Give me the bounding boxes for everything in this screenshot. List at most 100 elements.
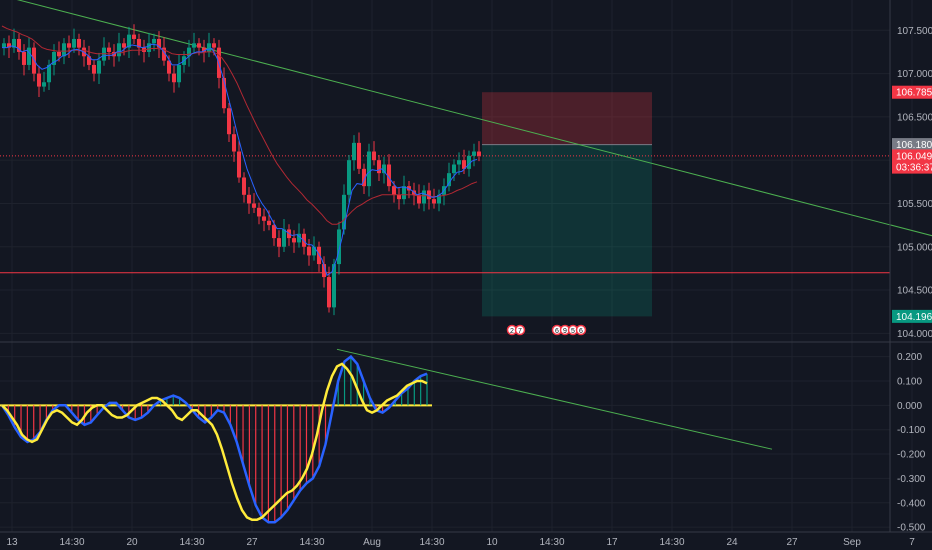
candle-up[interactable] <box>127 34 131 48</box>
candle-up[interactable] <box>47 64 51 83</box>
candle-down[interactable] <box>397 194 401 200</box>
candle-up[interactable] <box>207 43 211 52</box>
candle-up[interactable] <box>367 151 371 187</box>
candle-up[interactable] <box>27 47 31 65</box>
candle-up[interactable] <box>192 43 196 48</box>
candle-down[interactable] <box>247 194 251 204</box>
candle-down[interactable] <box>427 190 431 200</box>
candle-up[interactable] <box>452 164 456 174</box>
price-tag[interactable]: 03:36:37 <box>892 160 932 174</box>
candle-up[interactable] <box>352 142 356 161</box>
candle-down[interactable] <box>222 77 226 109</box>
candle-down[interactable] <box>362 168 366 187</box>
candle-down[interactable] <box>272 225 276 239</box>
candle-down[interactable] <box>262 216 266 221</box>
candle-up[interactable] <box>2 43 6 48</box>
position-stop-zone[interactable] <box>482 92 652 145</box>
candle-down[interactable] <box>67 43 71 48</box>
candle-up[interactable] <box>457 160 461 165</box>
ema-slow-line[interactable] <box>1 25 478 225</box>
candle-down[interactable] <box>237 151 241 178</box>
candle-down[interactable] <box>137 38 141 48</box>
candle-down[interactable] <box>172 73 176 83</box>
candle-up[interactable] <box>312 246 316 256</box>
candle-up[interactable] <box>147 43 151 52</box>
candle-down[interactable] <box>197 43 201 48</box>
macd-line[interactable] <box>0 354 428 524</box>
position-target-zone[interactable] <box>482 144 652 317</box>
oscillator-trendline[interactable] <box>336 348 773 450</box>
candle-up[interactable] <box>437 194 441 204</box>
candle-down[interactable] <box>162 47 166 61</box>
candle-down[interactable] <box>167 60 171 74</box>
candle-down[interactable] <box>132 34 136 39</box>
candle-down[interactable] <box>57 51 61 57</box>
candle-down[interactable] <box>87 56 91 65</box>
candle-up[interactable] <box>297 233 301 243</box>
candle-down[interactable] <box>227 108 231 135</box>
candle-down[interactable] <box>407 186 411 191</box>
descending-trendline[interactable] <box>2 0 932 261</box>
candle-up[interactable] <box>467 155 471 169</box>
candle-down[interactable] <box>277 238 281 247</box>
candle-up[interactable] <box>177 64 181 83</box>
candle-up[interactable] <box>332 264 336 308</box>
candle-down[interactable] <box>212 43 216 48</box>
price-tag[interactable]: 106.049 <box>892 149 932 163</box>
candle-down[interactable] <box>77 38 81 48</box>
candle-up[interactable] <box>62 43 66 57</box>
candle-up[interactable] <box>117 43 121 57</box>
candle-down[interactable] <box>252 203 256 208</box>
candle-down[interactable] <box>432 199 436 204</box>
candle-down[interactable] <box>22 51 26 65</box>
candle-down[interactable] <box>37 73 41 87</box>
candle-down[interactable] <box>387 164 391 187</box>
candle-down[interactable] <box>257 207 261 217</box>
candle-up[interactable] <box>97 60 101 74</box>
price-tag[interactable]: 106.180 <box>892 138 932 152</box>
candle-down[interactable] <box>372 151 376 161</box>
candle-down[interactable] <box>157 38 161 48</box>
oscillator-pane[interactable] <box>0 348 773 524</box>
candle-down[interactable] <box>327 277 331 308</box>
candle-down[interactable] <box>307 246 311 256</box>
candle-down[interactable] <box>202 47 206 52</box>
candle-up[interactable] <box>52 51 56 65</box>
candle-down[interactable] <box>477 151 481 156</box>
candle-down[interactable] <box>122 43 126 48</box>
candle-up[interactable] <box>337 229 341 265</box>
candle-down[interactable] <box>462 160 466 169</box>
candle-up[interactable] <box>187 47 191 57</box>
candle-down[interactable] <box>357 142 361 169</box>
candle-up[interactable] <box>342 194 346 230</box>
candle-down[interactable] <box>417 194 421 204</box>
candle-down[interactable] <box>92 64 96 74</box>
candle-up[interactable] <box>72 38 76 48</box>
candle-down[interactable] <box>267 220 271 226</box>
candle-down[interactable] <box>377 160 381 174</box>
candle-up[interactable] <box>447 173 451 187</box>
candle-up[interactable] <box>402 186 406 200</box>
price-tag[interactable]: 106.785 <box>892 85 932 99</box>
candle-down[interactable] <box>392 186 396 195</box>
price-tag[interactable]: 104.196 <box>892 309 932 323</box>
candle-up[interactable] <box>347 160 351 195</box>
ema-fast-line[interactable] <box>2 43 478 277</box>
candle-up[interactable] <box>152 38 156 44</box>
candle-up[interactable] <box>382 164 386 174</box>
candle-up[interactable] <box>422 190 426 204</box>
candle-up[interactable] <box>12 38 16 48</box>
candle-down[interactable] <box>292 238 296 243</box>
candle-up[interactable] <box>472 151 476 156</box>
signal-line[interactable] <box>1 362 428 522</box>
candle-down[interactable] <box>107 47 111 52</box>
candle-down[interactable] <box>322 264 326 278</box>
candle-down[interactable] <box>232 134 236 152</box>
candle-up[interactable] <box>282 229 286 247</box>
candle-down[interactable] <box>302 233 306 247</box>
candle-down[interactable] <box>242 177 246 195</box>
